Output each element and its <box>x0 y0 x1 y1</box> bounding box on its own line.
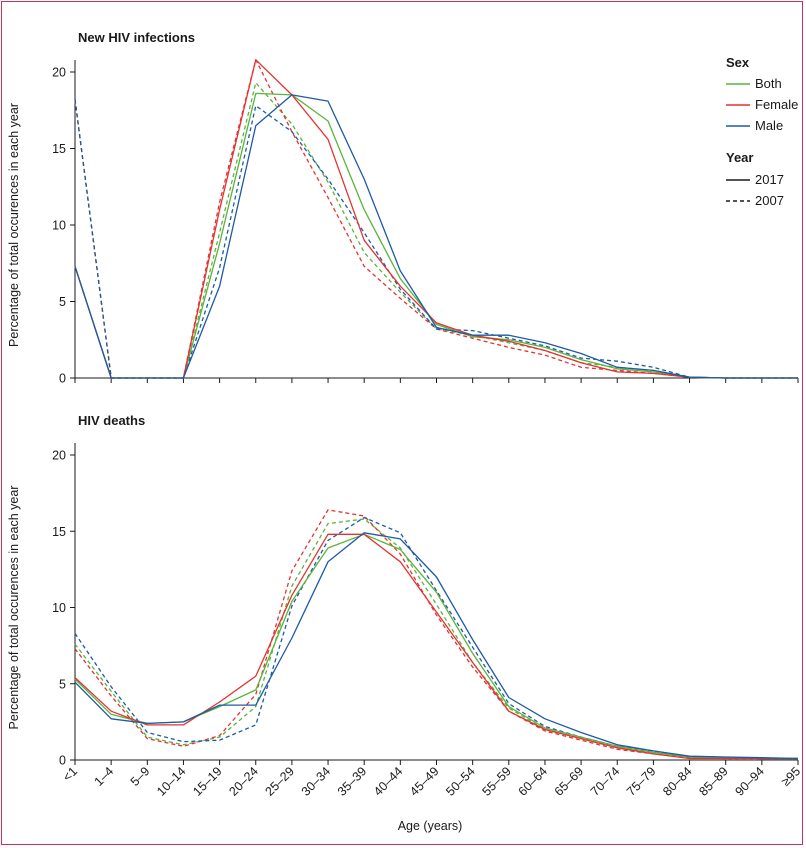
x-tick-label: 85–89 <box>696 764 731 799</box>
series-line-female-2007 <box>74 509 798 760</box>
x-tick-label: 25–29 <box>263 764 298 799</box>
series-line-both-2007 <box>74 82 798 379</box>
y-axis-label: Percentage of total occurences in each y… <box>7 103 21 347</box>
y-tick-label: 5 <box>59 677 66 691</box>
x-tick-label: 60–64 <box>516 764 551 799</box>
series-line-male-2017 <box>74 532 799 760</box>
series-line-female-2007 <box>74 59 798 379</box>
x-tick-label: 30–34 <box>299 764 334 799</box>
series-line-female-2017 <box>74 533 798 760</box>
x-tick-label: 75–79 <box>624 764 659 799</box>
y-tick-label: 10 <box>52 219 66 233</box>
panel-title: HIV deaths <box>78 413 145 428</box>
x-tick-label: 15–19 <box>190 764 225 799</box>
x-tick-label: 50–54 <box>443 764 478 799</box>
legend-label-2007: 2007 <box>755 193 784 208</box>
legend-sex-title: Sex <box>726 55 750 70</box>
series-line-both-2017 <box>74 92 798 379</box>
x-tick-label: 70–74 <box>588 764 623 799</box>
x-tick-label: 45–49 <box>407 764 442 799</box>
series-line-both-2007 <box>74 518 798 760</box>
x-tick-label: 80–84 <box>660 764 695 799</box>
series-line-male-2017 <box>74 94 798 379</box>
y-tick-label: 15 <box>52 525 66 539</box>
y-tick-label: 0 <box>59 372 66 386</box>
y-tick-label: 0 <box>59 754 66 768</box>
x-tick-label: 35–39 <box>335 764 370 799</box>
x-tick-label: 1–4 <box>92 764 117 789</box>
x-tick-label: 40–44 <box>371 764 406 799</box>
legend-label-female: Female <box>755 97 798 112</box>
x-axis-label: Age (years) <box>398 819 463 833</box>
x-tick-label: 55–59 <box>479 764 514 799</box>
y-tick-label: 5 <box>59 295 66 309</box>
legend-label-male: Male <box>755 118 783 133</box>
y-tick-label: 10 <box>52 601 66 615</box>
x-tick-label: 5–9 <box>128 764 153 789</box>
legend-year-title: Year <box>726 150 753 165</box>
y-tick-label: 15 <box>52 142 66 156</box>
x-tick-label: ≥95 <box>779 764 804 789</box>
x-tick-label: 65–69 <box>552 764 587 799</box>
panel-title: New HIV infections <box>78 30 195 45</box>
x-tick-label: 20–24 <box>226 764 261 799</box>
x-tick-label: 90–94 <box>732 764 767 799</box>
y-tick-label: 20 <box>52 66 66 80</box>
y-axis-label: Percentage of total occurences in each y… <box>7 486 21 730</box>
y-tick-label: 20 <box>52 449 66 463</box>
series-line-female-2017 <box>74 59 798 379</box>
series-line-male-2007 <box>74 99 798 379</box>
x-tick-label: 10–14 <box>154 764 189 799</box>
panel-new-infections: New HIV infections 0 5 10 15 20 Percentage of … <box>7 30 799 386</box>
legend-label-2017: 2017 <box>755 172 784 187</box>
legend-label-both: Both <box>755 76 782 91</box>
